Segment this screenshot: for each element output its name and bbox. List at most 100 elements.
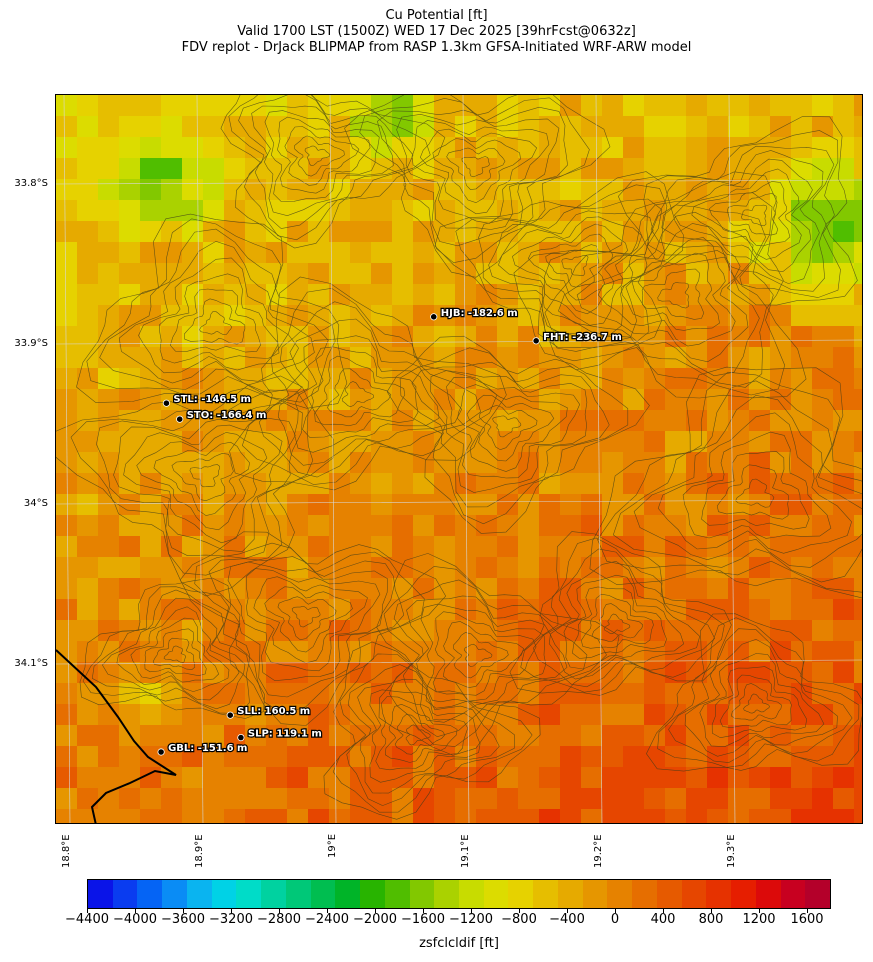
- field-cell: [791, 725, 812, 746]
- field-cell: [98, 725, 119, 746]
- field-cell: [812, 116, 833, 137]
- field-cell: [224, 641, 245, 662]
- field-cell: [665, 200, 686, 221]
- field-cell: [371, 683, 392, 704]
- station-marker-gbl[interactable]: [157, 748, 165, 756]
- field-cell: [707, 305, 728, 326]
- field-cell: [602, 557, 623, 578]
- field-cell: [392, 263, 413, 284]
- station-marker-fht[interactable]: [532, 337, 540, 345]
- field-cell: [791, 809, 812, 823]
- field-cell: [602, 389, 623, 410]
- contour-line: [674, 158, 813, 273]
- field-cell: [581, 557, 602, 578]
- station-marker-sll[interactable]: [226, 711, 234, 719]
- field-cell: [665, 578, 686, 599]
- field-cell: [329, 557, 350, 578]
- field-cell: [854, 284, 862, 305]
- field-cell: [287, 410, 308, 431]
- field-cell: [560, 116, 581, 137]
- field-cell: [119, 242, 140, 263]
- field-cell: [434, 263, 455, 284]
- field-cell: [161, 200, 182, 221]
- field-cell: [413, 746, 434, 767]
- field-cell: [224, 389, 245, 410]
- field-cell: [182, 473, 203, 494]
- field-cell: [371, 788, 392, 809]
- contour-line: [544, 204, 767, 388]
- contour-line: [561, 255, 589, 277]
- contour-line: [730, 683, 782, 721]
- field-cell: [518, 452, 539, 473]
- field-cell: [392, 536, 413, 557]
- field-cell: [581, 725, 602, 746]
- field-cell: [287, 494, 308, 515]
- colorbar-tick-label: −3200: [209, 912, 253, 927]
- field-cell: [392, 578, 413, 599]
- field-cell: [434, 326, 455, 347]
- contour-line: [405, 724, 431, 746]
- station-marker-stl[interactable]: [162, 399, 171, 407]
- field-cell: [707, 158, 728, 179]
- colorbar-segment: [805, 880, 831, 908]
- field-cell: [623, 221, 644, 242]
- field-cell: [833, 95, 854, 116]
- field-cell: [140, 263, 161, 284]
- contour-line: [118, 240, 315, 384]
- field-cell: [329, 347, 350, 368]
- field-cell: [224, 305, 245, 326]
- field-cell: [182, 263, 203, 284]
- contour-line: [657, 282, 690, 309]
- field-cell: [329, 452, 350, 473]
- field-cell: [476, 347, 497, 368]
- contour-line: [228, 95, 431, 241]
- field-cell: [644, 767, 665, 788]
- field-cell: [350, 326, 371, 347]
- field-cell: [371, 704, 392, 725]
- field-cell: [98, 431, 119, 452]
- colorbar-segment: [137, 880, 163, 908]
- field-cell: [560, 221, 581, 242]
- field-cell: [476, 410, 497, 431]
- field-cell: [308, 767, 329, 788]
- field-cell: [266, 683, 287, 704]
- field-cell: [161, 305, 182, 326]
- field-cell: [686, 410, 707, 431]
- field-cell: [497, 179, 518, 200]
- field-cell: [560, 788, 581, 809]
- field-cell: [665, 515, 686, 536]
- contour-line: [711, 666, 808, 739]
- field-cell: [245, 788, 266, 809]
- contour-line: [597, 371, 862, 593]
- field-cell: [56, 788, 77, 809]
- field-cell: [56, 767, 77, 788]
- field-cell: [98, 578, 119, 599]
- contour-line: [617, 116, 858, 306]
- field-cell: [119, 536, 140, 557]
- contour-line: [332, 653, 533, 813]
- field-cell: [140, 536, 161, 557]
- field-cell: [287, 599, 308, 620]
- colorbar-tick-label: −4000: [113, 912, 157, 927]
- field-cell: [56, 473, 77, 494]
- field-cell: [644, 788, 665, 809]
- field-cell: [854, 389, 862, 410]
- contour-line: [691, 168, 802, 260]
- field-cell: [623, 389, 644, 410]
- field-cell: [245, 536, 266, 557]
- station-marker-hjb[interactable]: [430, 313, 438, 321]
- field-cell: [203, 641, 224, 662]
- field-cell: [329, 641, 350, 662]
- field-cell: [455, 137, 476, 158]
- field-cell: [245, 641, 266, 662]
- station-marker-slp[interactable]: [237, 733, 245, 742]
- field-cell: [350, 263, 371, 284]
- field-cell: [812, 473, 833, 494]
- field-cell: [77, 725, 98, 746]
- station-marker-sto[interactable]: [176, 415, 184, 423]
- field-cell: [749, 95, 770, 116]
- field-cell: [707, 473, 728, 494]
- field-cell: [602, 683, 623, 704]
- field-cell: [728, 431, 749, 452]
- field-cell: [182, 536, 203, 557]
